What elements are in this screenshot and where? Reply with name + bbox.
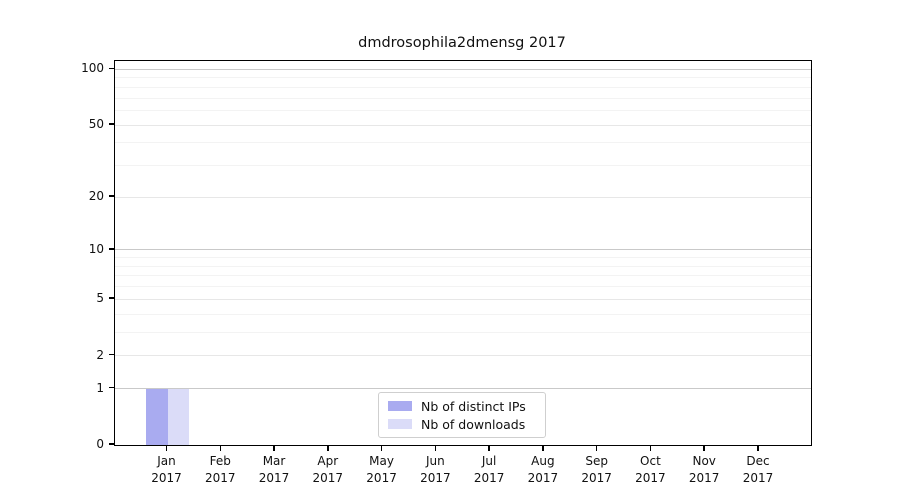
gridline-minor-60 [115, 109, 811, 111]
gridline-minor-30 [115, 165, 811, 167]
y-tick-label-20: 20 [88, 189, 104, 204]
x-tick-mark-jan [165, 445, 168, 451]
bar-nb-of-distinct-ips-jan [146, 388, 168, 445]
x-tick-mark-sep [595, 445, 598, 451]
gridline-minor-80 [115, 86, 811, 88]
gridline-minor-70 [115, 97, 811, 99]
y-tick-label-2: 2 [96, 347, 104, 362]
x-tick-mark-jul [488, 445, 490, 451]
y-tick-label-1: 1 [96, 380, 104, 395]
y-tick-mark-5 [109, 297, 114, 299]
gridline-major-2 [115, 355, 811, 357]
x-tick-label-feb: Feb 2017 [204, 454, 236, 485]
x-tick-label-dec: Dec 2017 [742, 454, 774, 485]
gridline-major-20 [115, 196, 811, 198]
x-tick-label-jul: Jul 2017 [473, 454, 505, 485]
gridline-minor-3 [115, 331, 811, 333]
plot-area [114, 60, 812, 446]
y-tick-label-0: 0 [96, 437, 104, 451]
x-tick-mark-dec [757, 445, 759, 451]
x-tick-label-sep: Sep 2017 [581, 454, 612, 485]
x-tick-label-aug: Aug 2017 [527, 454, 559, 485]
x-tick-mark-mar [273, 445, 275, 451]
y-tick-mark-0 [109, 443, 114, 445]
legend-swatch-distinct-ips [388, 401, 412, 411]
y-tick-label-10: 10 [88, 241, 104, 256]
legend-label: Nb of distinct IPs [421, 398, 526, 414]
bar-nb-of-downloads-jan [167, 388, 189, 445]
x-tick-label-oct: Oct 2017 [635, 454, 666, 485]
gridline-minor-6 [115, 286, 811, 288]
x-tick-mark-jun [434, 445, 437, 451]
y-tick-mark-20 [109, 195, 114, 197]
y-tick-mark-100 [109, 67, 114, 70]
y-tick-mark-50 [109, 123, 114, 125]
gridline-minor-90 [115, 77, 811, 79]
gridline-major-10 [115, 249, 811, 251]
gridline-minor-9 [115, 257, 811, 259]
gridline-major-100 [115, 68, 811, 70]
y-tick-label-100: 100 [81, 61, 104, 76]
gridline-minor-4 [115, 313, 811, 315]
gridline-major-5 [115, 298, 811, 300]
x-tick-mark-oct [649, 445, 652, 451]
x-tick-mark-may [380, 445, 383, 451]
x-tick-label-may: May 2017 [366, 454, 397, 485]
legend-label: Nb of downloads [421, 416, 526, 432]
y-tick-mark-2 [109, 353, 114, 356]
x-tick-label-jan: Jan 2017 [151, 454, 182, 485]
gridline-minor-40 [115, 142, 811, 144]
y-tick-label-50: 50 [88, 117, 104, 132]
legend-swatch-downloads [388, 419, 412, 429]
x-tick-mark-apr [327, 445, 329, 451]
legend-item: Nb of distinct IPs [388, 398, 536, 414]
legend-item: Nb of downloads [388, 416, 536, 432]
x-tick-mark-feb [219, 445, 222, 451]
y-tick-mark-10 [109, 248, 114, 250]
y-tick-label-5: 5 [96, 291, 104, 306]
gridline-minor-7 [115, 275, 811, 277]
gridline-minor-8 [115, 265, 811, 267]
x-tick-label-apr: Apr 2017 [312, 454, 344, 485]
gridline-major-1 [115, 388, 811, 390]
legend: Nb of distinct IPs Nb of downloads [378, 392, 546, 438]
x-tick-mark-aug [542, 445, 544, 451]
x-tick-label-jun: Jun 2017 [420, 454, 451, 485]
y-tick-mark-1 [109, 386, 114, 389]
x-tick-label-nov: Nov 2017 [688, 454, 720, 485]
gridline-major-50 [115, 124, 811, 126]
x-tick-label-mar: Mar 2017 [258, 454, 290, 485]
x-tick-mark-nov [703, 445, 705, 451]
chart-title: dmdrosophila2dmensg 2017 [358, 35, 566, 51]
